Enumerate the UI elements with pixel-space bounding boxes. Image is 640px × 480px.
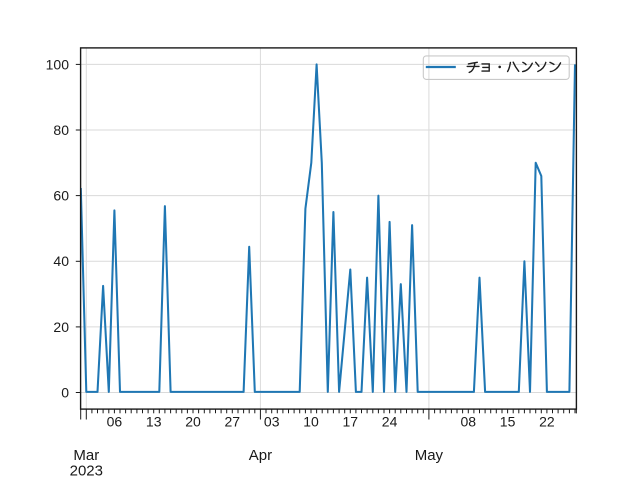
svg-text:Apr: Apr (249, 447, 272, 464)
svg-text:May: May (415, 447, 444, 464)
svg-text:17: 17 (343, 413, 359, 429)
svg-text:40: 40 (53, 253, 69, 269)
svg-text:22: 22 (539, 413, 555, 429)
svg-text:100: 100 (46, 56, 70, 72)
svg-text:60: 60 (53, 188, 69, 204)
svg-text:20: 20 (185, 413, 201, 429)
svg-text:03: 03 (264, 413, 280, 429)
svg-text:15: 15 (500, 413, 516, 429)
svg-text:08: 08 (461, 413, 477, 429)
svg-text:27: 27 (225, 413, 241, 429)
svg-text:10: 10 (303, 413, 319, 429)
svg-text:2023: 2023 (70, 462, 103, 479)
svg-text:80: 80 (53, 122, 69, 138)
svg-text:13: 13 (146, 413, 162, 429)
svg-text:06: 06 (107, 413, 123, 429)
svg-text:0: 0 (61, 384, 69, 400)
svg-text:24: 24 (382, 413, 398, 429)
svg-text:Mar: Mar (73, 447, 99, 464)
svg-text:20: 20 (53, 319, 69, 335)
